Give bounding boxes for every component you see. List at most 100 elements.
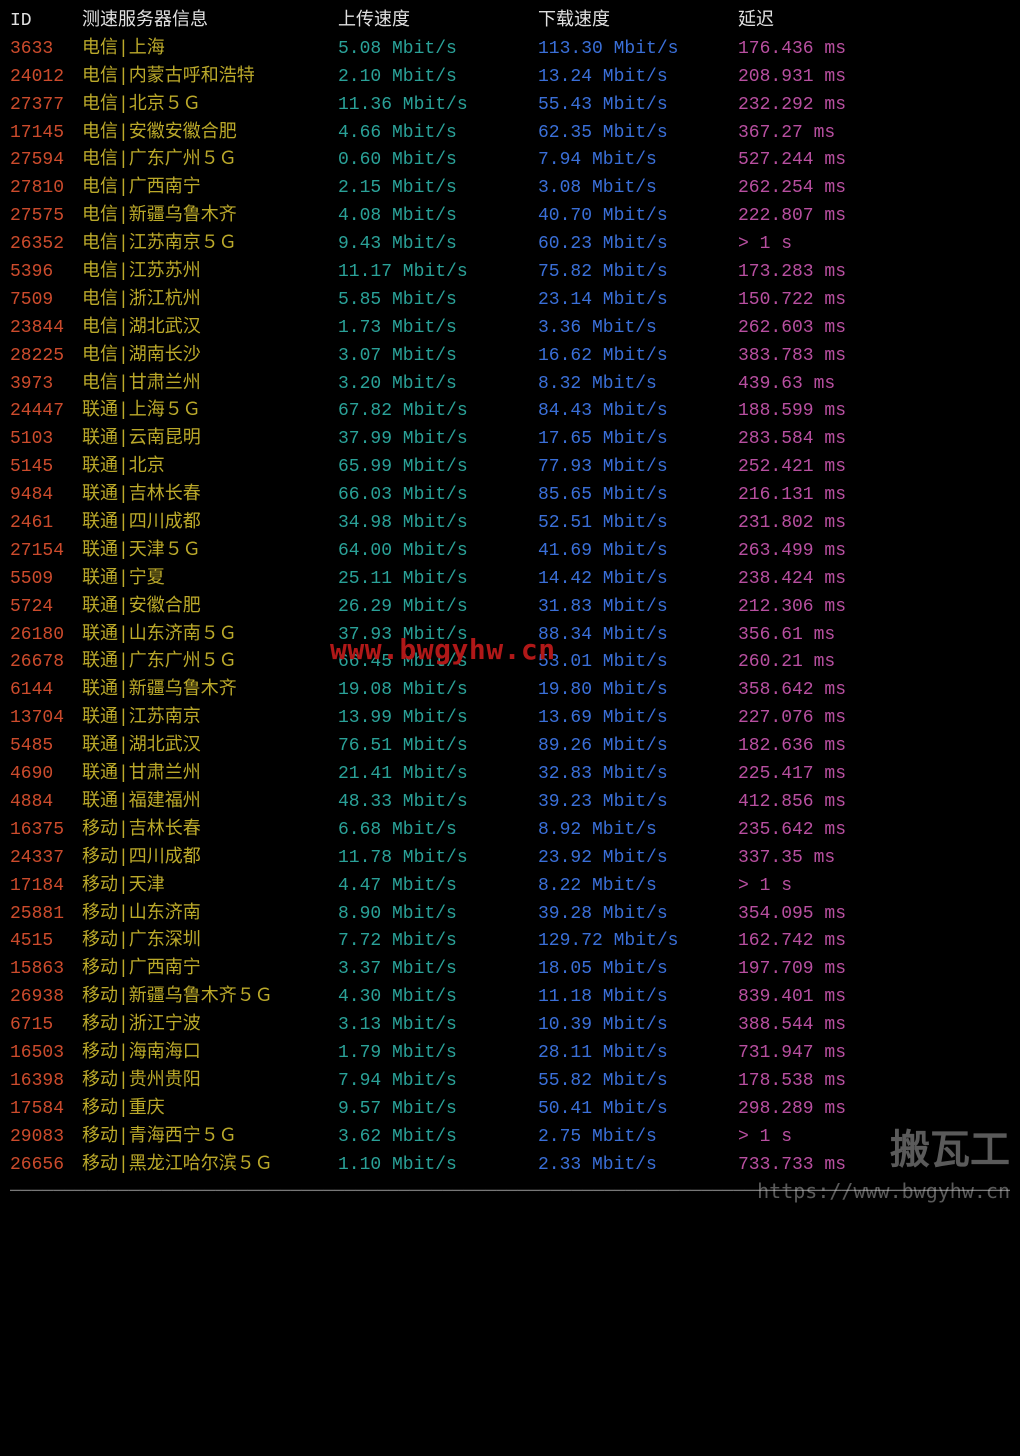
cell-server: 联通|山东济南５Ｇ — [82, 622, 338, 650]
cell-upload: 65.99 Mbit/s — [338, 454, 538, 482]
cell-server: 电信|浙江杭州 — [82, 287, 338, 315]
cell-id: 17184 — [10, 873, 82, 901]
cell-server: 移动|吉林长春 — [82, 817, 338, 845]
table-row: 5145联通|北京65.99 Mbit/s77.93 Mbit/s252.421… — [10, 454, 1010, 482]
cell-latency: 731.947 ms — [738, 1040, 1010, 1068]
table-row: 27377电信|北京５Ｇ11.36 Mbit/s55.43 Mbit/s232.… — [10, 92, 1010, 120]
table-row: 6715移动|浙江宁波3.13 Mbit/s10.39 Mbit/s388.54… — [10, 1012, 1010, 1040]
cell-server: 移动|重庆 — [82, 1096, 338, 1124]
cell-latency: 197.709 ms — [738, 956, 1010, 984]
table-row: 25881移动|山东济南8.90 Mbit/s39.28 Mbit/s354.0… — [10, 901, 1010, 929]
cell-server: 电信|江苏苏州 — [82, 259, 338, 287]
cell-server: 电信|湖南长沙 — [82, 343, 338, 371]
cell-latency: 388.544 ms — [738, 1012, 1010, 1040]
table-row: 28225电信|湖南长沙3.07 Mbit/s16.62 Mbit/s383.7… — [10, 343, 1010, 371]
cell-download: 41.69 Mbit/s — [538, 538, 738, 566]
cell-latency: 208.931 ms — [738, 64, 1010, 92]
cell-server: 联通|湖北武汉 — [82, 733, 338, 761]
cell-server: 联通|天津５Ｇ — [82, 538, 338, 566]
cell-latency: 733.733 ms — [738, 1152, 1010, 1180]
cell-id: 26938 — [10, 984, 82, 1012]
table-row: 15863移动|广西南宁3.37 Mbit/s18.05 Mbit/s197.7… — [10, 956, 1010, 984]
cell-server: 电信|甘肃兰州 — [82, 371, 338, 399]
table-row: 9484联通|吉林长春66.03 Mbit/s85.65 Mbit/s216.1… — [10, 482, 1010, 510]
cell-latency: 262.254 ms — [738, 175, 1010, 203]
cell-latency: 527.244 ms — [738, 147, 1010, 175]
cell-upload: 21.41 Mbit/s — [338, 761, 538, 789]
cell-latency: 231.802 ms — [738, 510, 1010, 538]
cell-upload: 3.07 Mbit/s — [338, 343, 538, 371]
cell-upload: 8.90 Mbit/s — [338, 901, 538, 929]
header-upload: 上传速度 — [338, 8, 538, 36]
cell-latency: > 1 s — [738, 231, 1010, 259]
cell-upload: 3.13 Mbit/s — [338, 1012, 538, 1040]
cell-upload: 13.99 Mbit/s — [338, 705, 538, 733]
cell-id: 16375 — [10, 817, 82, 845]
cell-latency: 439.63 ms — [738, 371, 1010, 399]
cell-server: 联通|安徽合肥 — [82, 594, 338, 622]
cell-server: 电信|新疆乌鲁木齐 — [82, 203, 338, 231]
cell-download: 8.92 Mbit/s — [538, 817, 738, 845]
table-row: 17584移动|重庆9.57 Mbit/s50.41 Mbit/s298.289… — [10, 1096, 1010, 1124]
cell-download: 50.41 Mbit/s — [538, 1096, 738, 1124]
cell-id: 25881 — [10, 901, 82, 929]
cell-download: 2.75 Mbit/s — [538, 1124, 738, 1152]
cell-latency: 354.095 ms — [738, 901, 1010, 929]
table-row: 23844电信|湖北武汉1.73 Mbit/s3.36 Mbit/s262.60… — [10, 315, 1010, 343]
cell-upload: 0.60 Mbit/s — [338, 147, 538, 175]
cell-upload: 76.51 Mbit/s — [338, 733, 538, 761]
cell-download: 19.80 Mbit/s — [538, 677, 738, 705]
table-row: 24012电信|内蒙古呼和浩特2.10 Mbit/s13.24 Mbit/s20… — [10, 64, 1010, 92]
cell-latency: 238.424 ms — [738, 566, 1010, 594]
cell-id: 26678 — [10, 649, 82, 677]
cell-server: 联通|江苏南京 — [82, 705, 338, 733]
cell-download: 88.34 Mbit/s — [538, 622, 738, 650]
cell-upload: 7.72 Mbit/s — [338, 928, 538, 956]
cell-latency: 173.283 ms — [738, 259, 1010, 287]
cell-server: 联通|四川成都 — [82, 510, 338, 538]
table-row: 3973电信|甘肃兰州3.20 Mbit/s8.32 Mbit/s439.63 … — [10, 371, 1010, 399]
cell-download: 85.65 Mbit/s — [538, 482, 738, 510]
header-latency: 延迟 — [738, 8, 1010, 36]
cell-latency: 839.401 ms — [738, 984, 1010, 1012]
cell-download: 77.93 Mbit/s — [538, 454, 738, 482]
cell-server: 移动|天津 — [82, 873, 338, 901]
table-row: 4515移动|广东深圳7.72 Mbit/s129.72 Mbit/s162.7… — [10, 928, 1010, 956]
cell-upload: 48.33 Mbit/s — [338, 789, 538, 817]
cell-server: 联通|云南昆明 — [82, 426, 338, 454]
cell-upload: 11.78 Mbit/s — [338, 845, 538, 873]
cell-server: 联通|吉林长春 — [82, 482, 338, 510]
table-header-row: ID 测速服务器信息 上传速度 下载速度 延迟 — [10, 8, 1010, 36]
table-row: 29083移动|青海西宁５Ｇ3.62 Mbit/s2.75 Mbit/s> 1 … — [10, 1124, 1010, 1152]
cell-latency: 383.783 ms — [738, 343, 1010, 371]
cell-upload: 4.30 Mbit/s — [338, 984, 538, 1012]
cell-server: 移动|四川成都 — [82, 845, 338, 873]
cell-server: 移动|广东深圳 — [82, 928, 338, 956]
cell-latency: 178.538 ms — [738, 1068, 1010, 1096]
table-row: 5396电信|江苏苏州11.17 Mbit/s75.82 Mbit/s173.2… — [10, 259, 1010, 287]
cell-latency: 216.131 ms — [738, 482, 1010, 510]
cell-latency: 222.807 ms — [738, 203, 1010, 231]
table-row: 6144联通|新疆乌鲁木齐19.08 Mbit/s19.80 Mbit/s358… — [10, 677, 1010, 705]
cell-server: 移动|新疆乌鲁木齐５Ｇ — [82, 984, 338, 1012]
cell-latency: 358.642 ms — [738, 677, 1010, 705]
cell-latency: 412.856 ms — [738, 789, 1010, 817]
table-row: 5509联通|宁夏25.11 Mbit/s14.42 Mbit/s238.424… — [10, 566, 1010, 594]
cell-upload: 3.62 Mbit/s — [338, 1124, 538, 1152]
cell-upload: 1.79 Mbit/s — [338, 1040, 538, 1068]
header-server: 测速服务器信息 — [82, 8, 338, 36]
table-row: 17145电信|安徽安徽合肥4.66 Mbit/s62.35 Mbit/s367… — [10, 120, 1010, 148]
table-row: 16398移动|贵州贵阳7.94 Mbit/s55.82 Mbit/s178.5… — [10, 1068, 1010, 1096]
cell-download: 3.36 Mbit/s — [538, 315, 738, 343]
table-row: 4884联通|福建福州48.33 Mbit/s39.23 Mbit/s412.8… — [10, 789, 1010, 817]
cell-id: 6144 — [10, 677, 82, 705]
cell-latency: 227.076 ms — [738, 705, 1010, 733]
divider-line: ────────────────────────────────────────… — [10, 1179, 1010, 1207]
cell-download: 40.70 Mbit/s — [538, 203, 738, 231]
cell-download: 84.43 Mbit/s — [538, 398, 738, 426]
cell-id: 24447 — [10, 398, 82, 426]
cell-id: 16398 — [10, 1068, 82, 1096]
cell-latency: 298.289 ms — [738, 1096, 1010, 1124]
cell-id: 23844 — [10, 315, 82, 343]
cell-download: 11.18 Mbit/s — [538, 984, 738, 1012]
